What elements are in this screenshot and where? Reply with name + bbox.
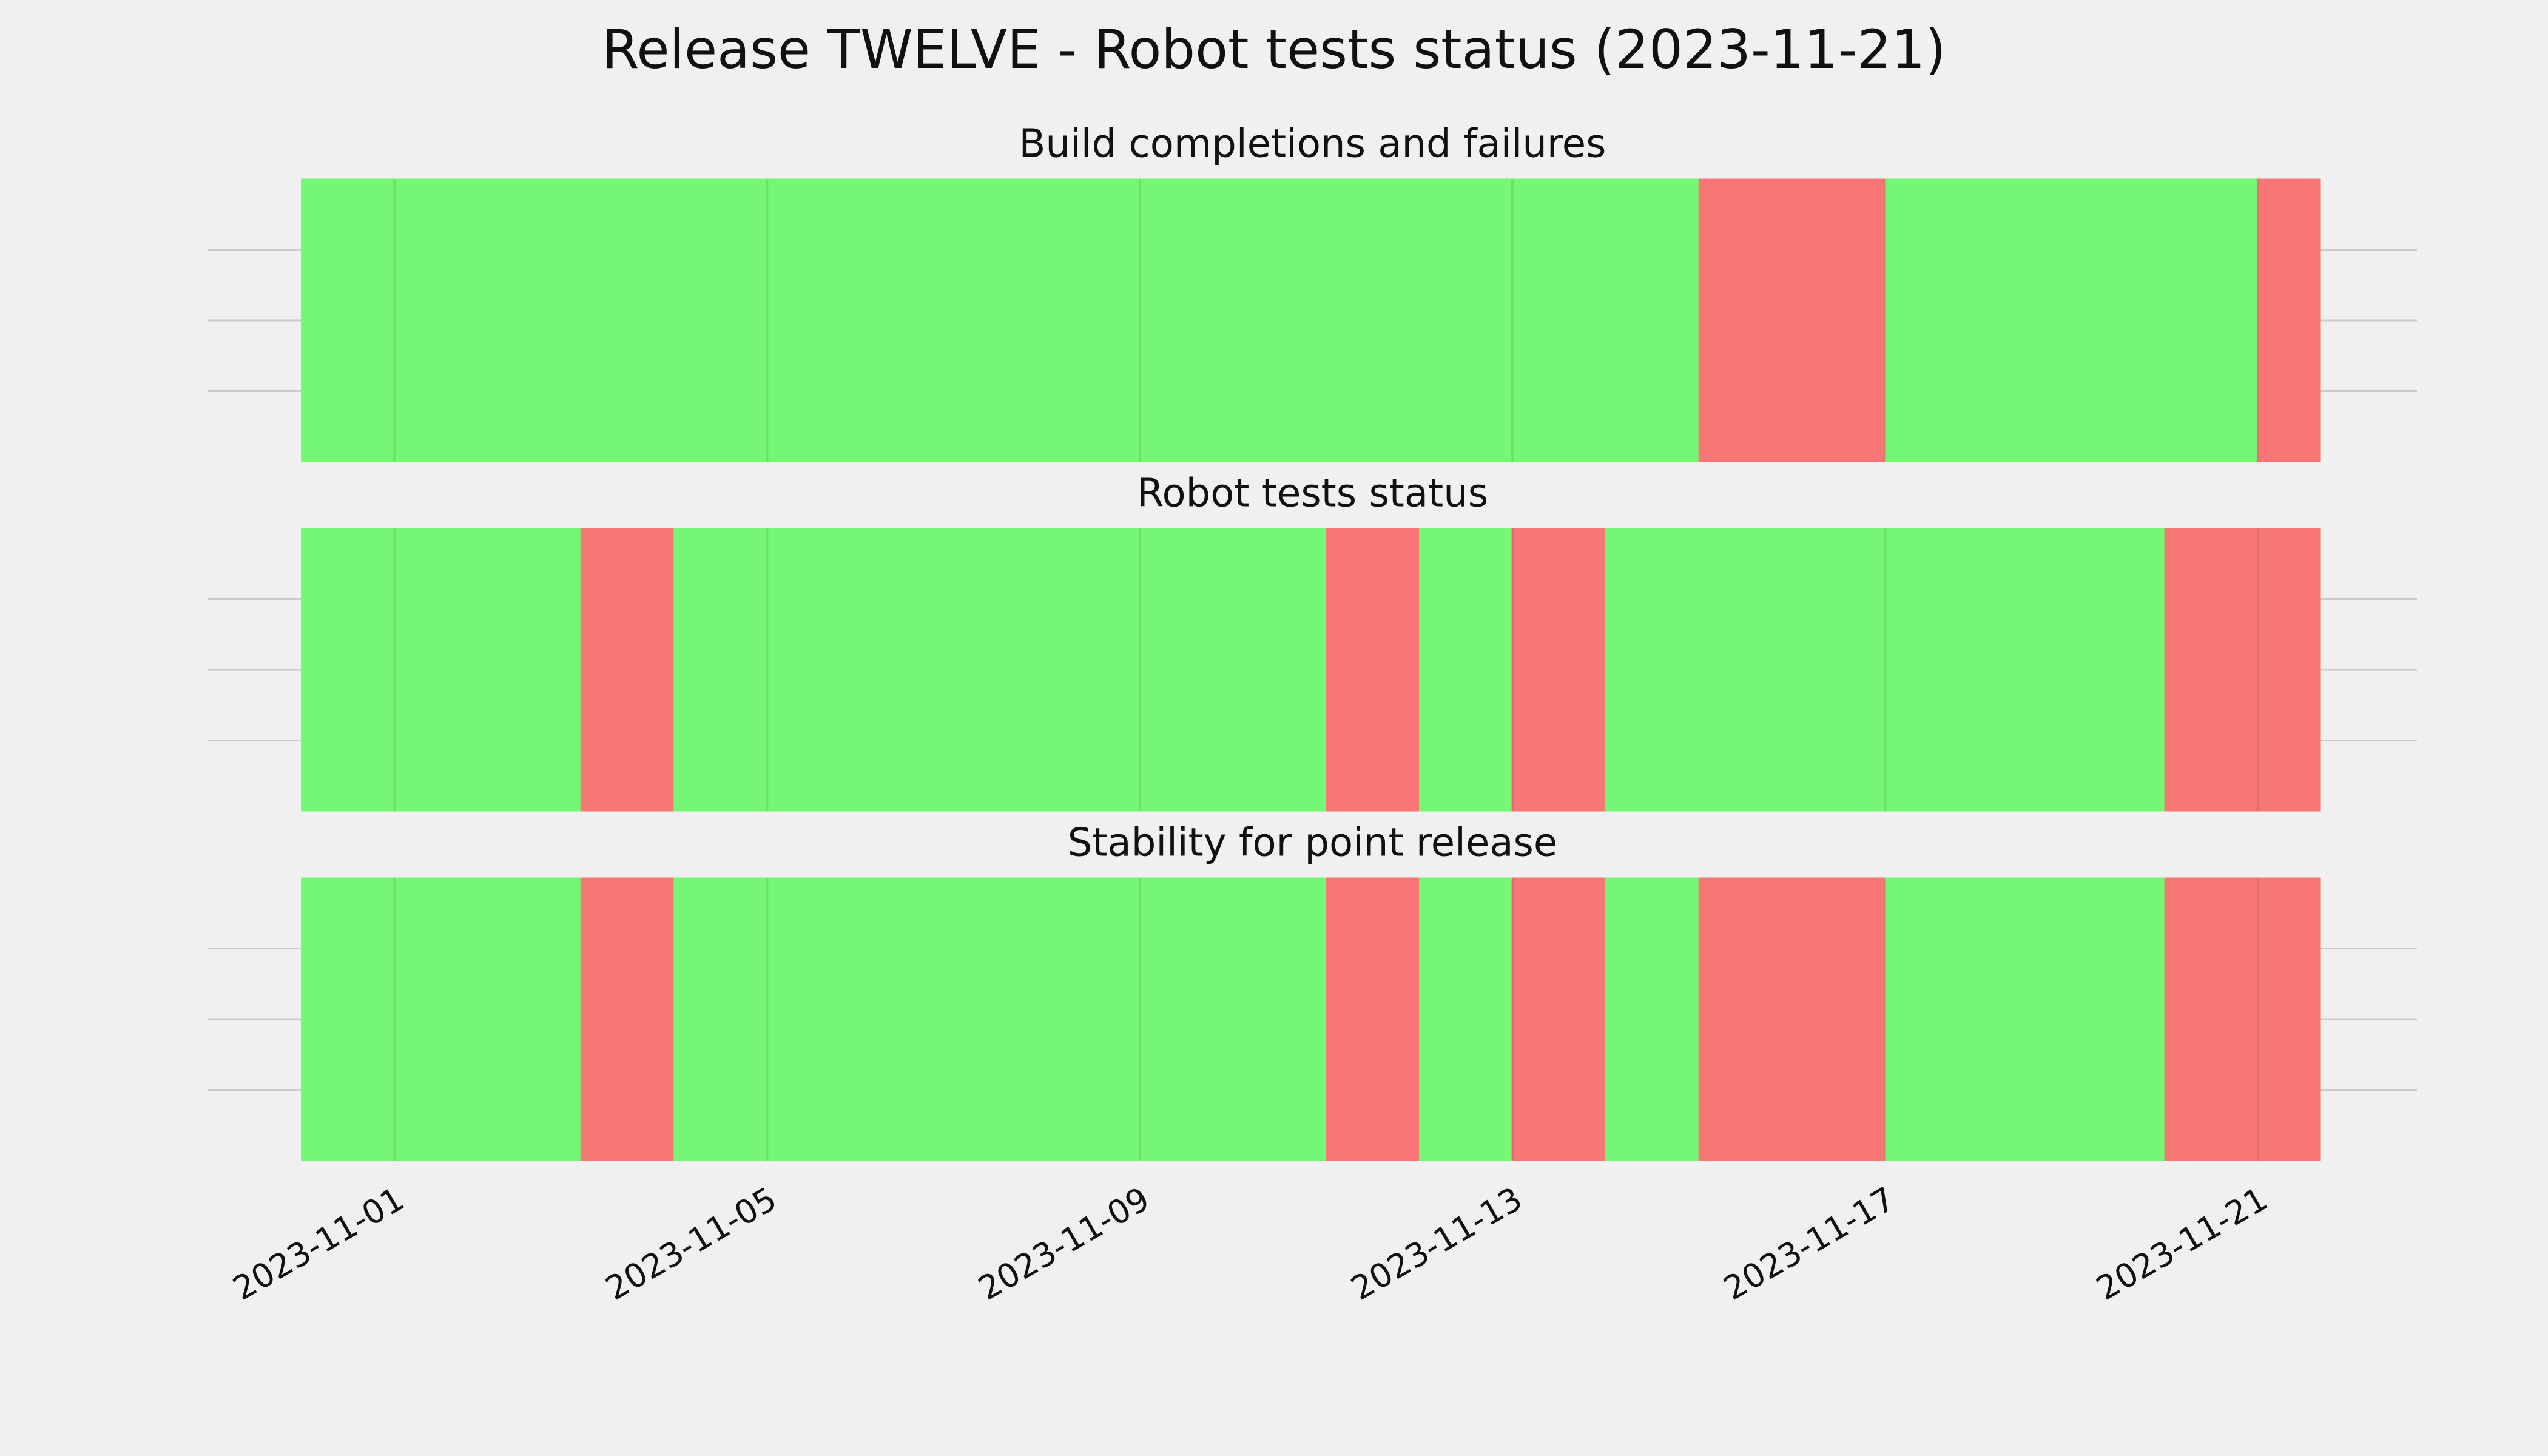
status-segment [1326, 528, 1420, 812]
status-segment [1512, 528, 1606, 812]
status-segment [2164, 528, 2320, 812]
status-segment [301, 528, 581, 812]
panel-title: Stability for point release [1068, 821, 1558, 866]
status-segment [1698, 877, 1886, 1161]
status-segment [580, 528, 675, 812]
status-segment [1884, 877, 2165, 1161]
status-segment [1512, 877, 1606, 1161]
panel-title: Build completions and failures [1019, 122, 1606, 167]
status-segment [1326, 877, 1420, 1161]
status-segment [1884, 178, 2259, 462]
status-segment [1418, 528, 1513, 812]
status-segment [301, 877, 581, 1161]
status-segment [2164, 877, 2320, 1161]
status-segment [673, 877, 1327, 1161]
status-segment [1698, 178, 1886, 462]
status-segment [1605, 877, 1699, 1161]
chart-title: Release TWELVE - Robot tests status (202… [602, 18, 1946, 81]
status-segment [1605, 528, 2165, 812]
status-segment [673, 528, 1327, 812]
status-segment [580, 877, 675, 1161]
panel-title: Robot tests status [1137, 471, 1488, 516]
status-segment [2257, 178, 2320, 462]
status-segment [301, 178, 1699, 462]
status-segment [1418, 877, 1513, 1161]
